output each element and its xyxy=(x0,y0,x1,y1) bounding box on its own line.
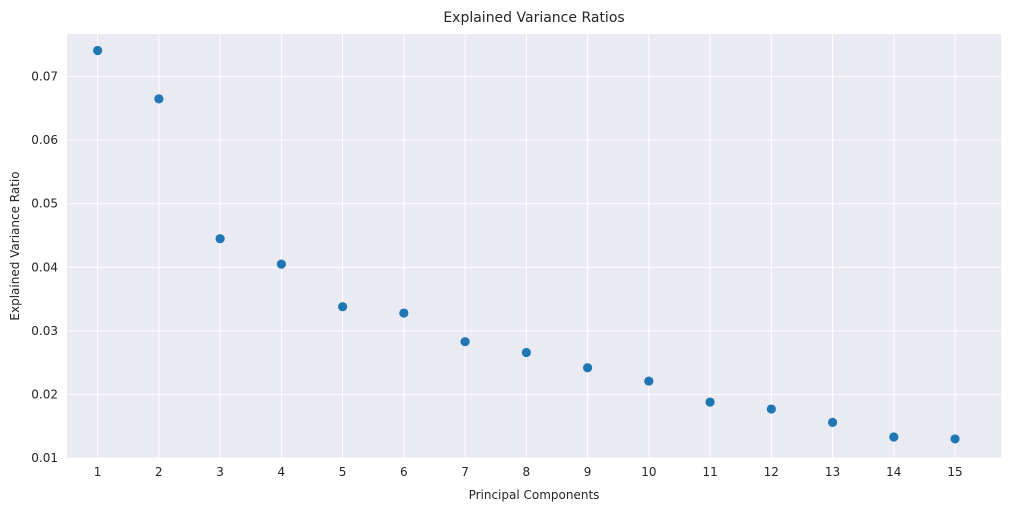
grid-lines xyxy=(67,34,1001,459)
data-points xyxy=(93,45,960,444)
x-tick-label: 4 xyxy=(278,465,286,479)
data-point xyxy=(705,397,715,407)
data-point xyxy=(827,417,838,428)
data-point xyxy=(338,302,348,312)
data-point xyxy=(582,363,593,373)
y-tick-label: 0.07 xyxy=(31,70,58,84)
y-tick-label: 0.06 xyxy=(31,133,58,147)
data-point xyxy=(399,308,409,318)
y-tick-label: 0.02 xyxy=(31,387,58,401)
data-point xyxy=(766,404,776,414)
data-point xyxy=(460,337,470,347)
data-point xyxy=(215,234,225,244)
x-tick-label: 5 xyxy=(339,465,347,479)
y-axis-label: Explained Variance Ratio xyxy=(8,171,22,320)
x-tick-label: 12 xyxy=(764,465,779,479)
x-tick-label: 6 xyxy=(400,465,408,479)
x-tick-label: 9 xyxy=(584,465,592,479)
chart-title: Explained Variance Ratios xyxy=(443,10,624,26)
x-tick-label: 8 xyxy=(523,465,531,479)
data-point xyxy=(950,434,960,444)
data-point xyxy=(644,376,654,386)
x-tick-label: 14 xyxy=(886,465,901,479)
y-tick-label: 0.05 xyxy=(31,197,58,211)
plot-area xyxy=(67,34,1001,458)
x-tick-label: 13 xyxy=(825,465,840,479)
data-point xyxy=(276,259,286,269)
x-tick-label: 11 xyxy=(702,465,717,479)
x-tick-label: 15 xyxy=(947,465,962,479)
y-tick-label: 0.04 xyxy=(31,260,58,274)
data-point xyxy=(93,45,103,56)
y-tick-label: 0.01 xyxy=(31,451,58,465)
data-point xyxy=(154,94,164,104)
data-point xyxy=(889,432,899,442)
x-axis-ticks: 1 2 3 4 5 6 7 8 9 10 11 12 13 14 15 xyxy=(94,465,963,479)
x-tick-label: 10 xyxy=(641,465,656,479)
x-tick-label: 2 xyxy=(155,465,163,479)
y-axis-ticks: 0.01 0.02 0.03 0.04 0.05 0.06 0.07 xyxy=(31,70,58,465)
x-axis-label: Principal Components xyxy=(469,488,600,502)
data-point xyxy=(521,347,531,358)
x-tick-label: 3 xyxy=(216,465,224,479)
x-tick-label: 1 xyxy=(94,465,102,479)
x-tick-label: 7 xyxy=(461,465,469,479)
y-tick-label: 0.03 xyxy=(31,324,58,338)
